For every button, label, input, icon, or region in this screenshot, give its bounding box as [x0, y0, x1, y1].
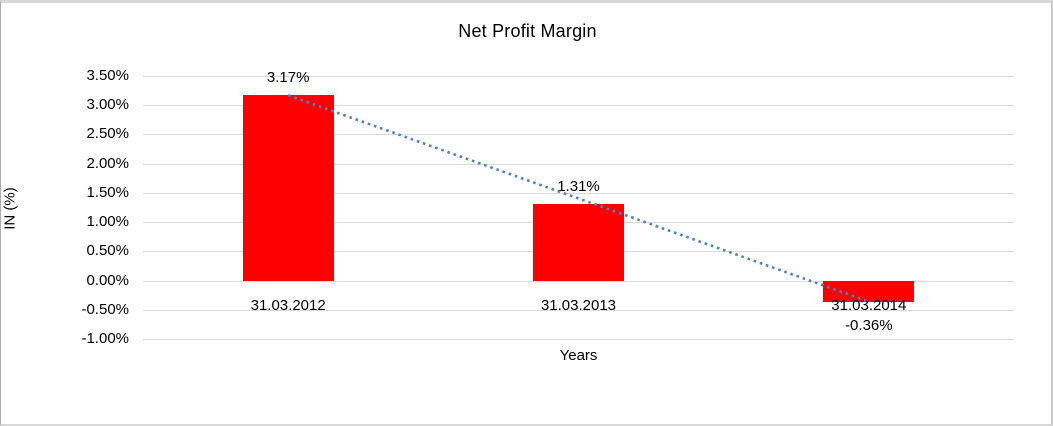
x-category-label: 31.03.2013 [540, 296, 617, 314]
data-label: -0.36% [845, 316, 893, 334]
x-category-label: 31.03.2014 [831, 296, 907, 314]
x-category-label: 31.03.2012 [250, 296, 326, 314]
y-tick-label: -0.50% [81, 301, 129, 318]
y-tick-label: 2.00% [86, 155, 129, 172]
bar [242, 95, 334, 281]
y-tick-label: 1.50% [86, 184, 129, 201]
data-label: 1.31% [557, 177, 600, 195]
y-tick-label: 1.00% [86, 213, 129, 230]
y-tick-label: -1.00% [81, 330, 129, 347]
x-axis-title: Years [559, 347, 598, 364]
y-tick-label: 3.50% [86, 67, 129, 84]
chart-title: Net Profit Margin [458, 21, 597, 41]
y-tick-label: 0.50% [86, 242, 129, 259]
gridline [143, 310, 1014, 311]
y-tick-label: 2.50% [86, 125, 129, 142]
gridline [143, 76, 1014, 77]
gridline [143, 339, 1014, 340]
data-label: 3.17% [266, 69, 310, 87]
bar [533, 203, 624, 281]
y-tick-label: 0.00% [86, 272, 129, 289]
y-tick-label: 3.00% [86, 96, 129, 113]
